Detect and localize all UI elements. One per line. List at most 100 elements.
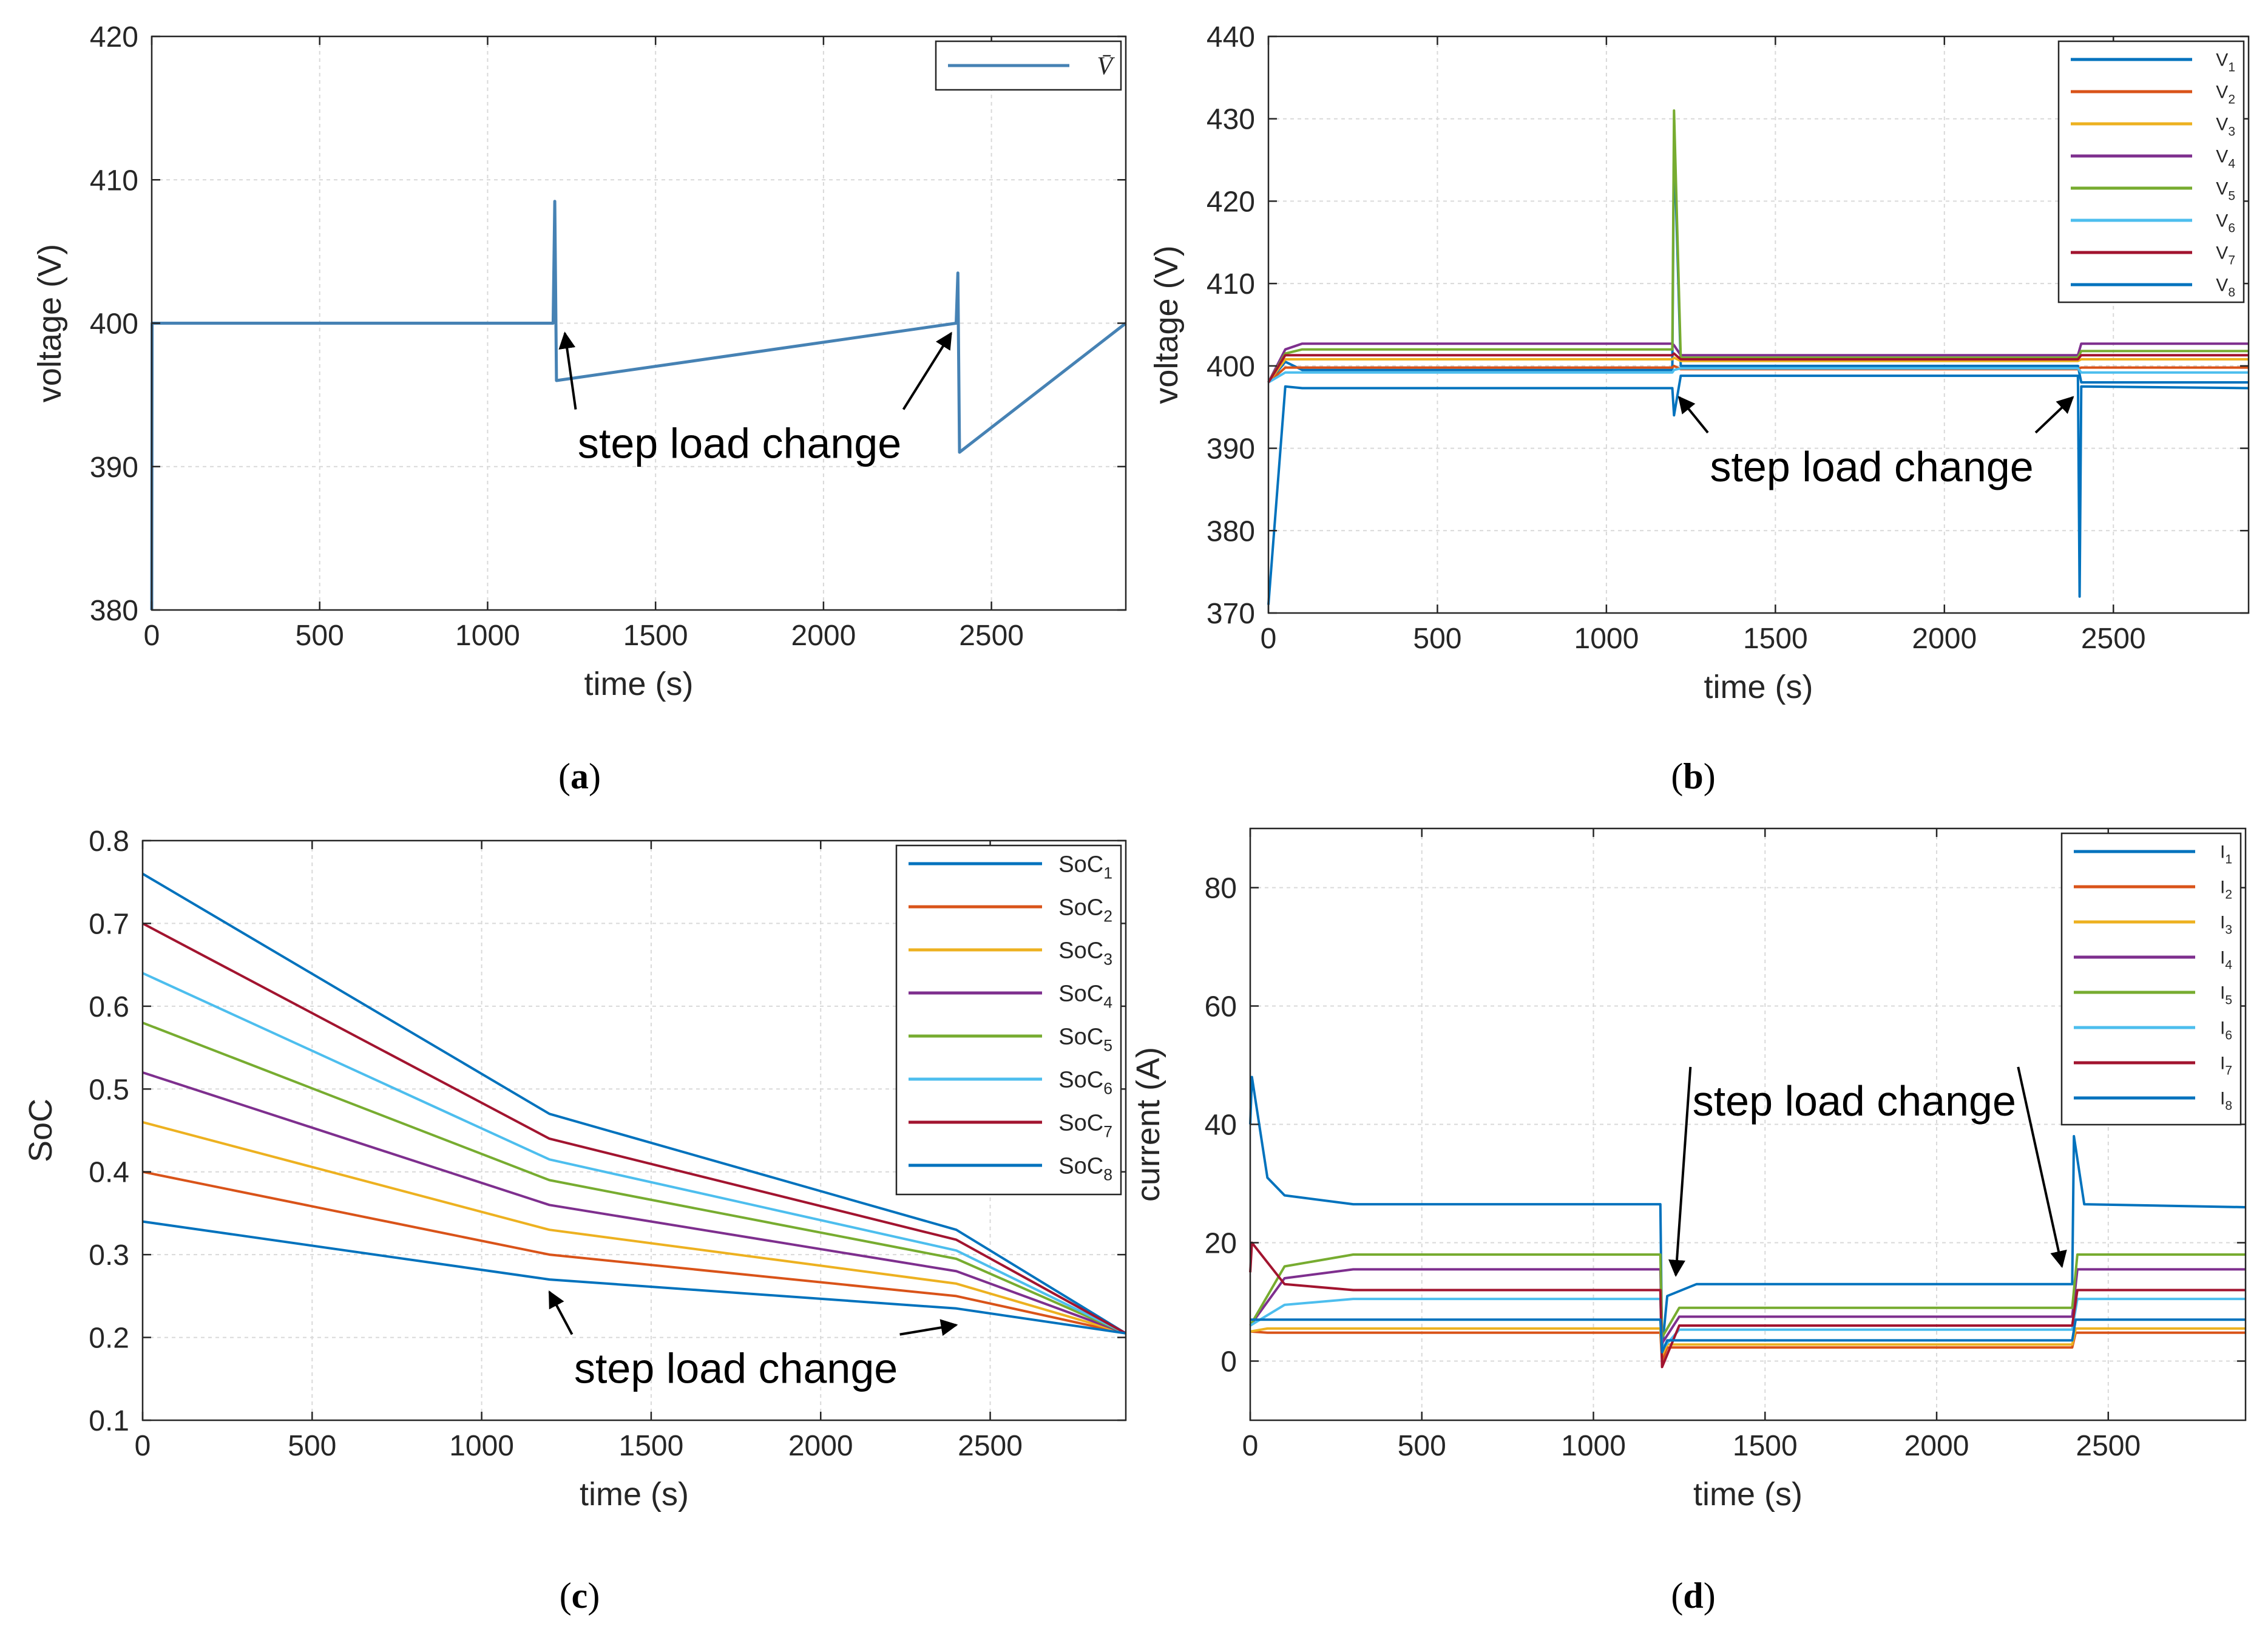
- annotation-arrow: [899, 1319, 958, 1336]
- y-tick-label: 0.4: [89, 1157, 129, 1189]
- axes-box: [141, 839, 1127, 1421]
- y-axis-label: SoC: [22, 1099, 59, 1162]
- x-tick-label: 0: [1242, 1430, 1259, 1462]
- legend: V1 V2 V3 V4 V5 V6 V7 V8: [2057, 40, 2245, 303]
- panel-a-chart: 0 500 1000 1500 2000 2500 380 390 400 410 420 time …: [32, 21, 1127, 702]
- legend-box: [2060, 832, 2242, 1126]
- x-tick-label: 500: [1413, 623, 1461, 655]
- annotation-arrow: [2034, 396, 2074, 434]
- y-tick-label: 0: [1220, 1346, 1237, 1378]
- y-tick-label: 410: [90, 164, 138, 197]
- annotation-arrow: [1677, 396, 1709, 434]
- annotation-text: step load change: [1693, 1077, 2016, 1125]
- legend-label: V1: [2216, 50, 2235, 75]
- y-tick-label: 420: [90, 21, 138, 53]
- legend-label: I8: [2220, 1089, 2232, 1113]
- legend-label: V2: [2216, 83, 2235, 107]
- legend-label: SoC3: [1058, 938, 1112, 968]
- x-tick-label: 2000: [1904, 1430, 1969, 1462]
- series-line-I3: [1250, 1327, 2246, 1357]
- x-axis-label: time (s): [1693, 1476, 1803, 1513]
- legend-label: I3: [2220, 913, 2232, 937]
- legend-label: SoC1: [1058, 852, 1112, 882]
- x-tick-label: 2000: [788, 1430, 853, 1462]
- legend-box: [2057, 40, 2245, 303]
- x-tick-label: 0: [1261, 623, 1277, 655]
- panel-d-chart: 0 500 1000 1500 2000 2500 0 20 40 60 80 time (s) cur…: [1130, 827, 2247, 1513]
- annotation-arrow: [548, 1290, 574, 1335]
- y-tick-label: 420: [1207, 186, 1255, 218]
- legend-label: V6: [2216, 211, 2235, 235]
- legend-box: [895, 844, 1122, 1196]
- legend-label: I7: [2220, 1054, 2232, 1078]
- y-tick-label: 390: [1207, 433, 1255, 466]
- legend: I1 I2 I3 I4 I5 I6 I7 I8: [2060, 832, 2242, 1126]
- y-tick-label: 0.5: [89, 1074, 129, 1106]
- y-tick-label: 40: [1205, 1109, 1237, 1142]
- x-tick-label: 1500: [1743, 623, 1808, 655]
- x-tick-label: 500: [288, 1430, 336, 1462]
- annotation-text: step load change: [1710, 443, 2033, 490]
- x-tick-label: 500: [1398, 1430, 1446, 1462]
- y-tick-label: 0.8: [89, 825, 129, 858]
- series-line-I8: [1250, 1318, 2246, 1353]
- y-tick-label: 380: [1207, 515, 1255, 547]
- y-tick-label: 80: [1205, 873, 1237, 905]
- panel-label-c: (c): [559, 1576, 600, 1616]
- series-line-SoC3: [142, 1120, 1126, 1335]
- y-axis-label: voltage (V): [32, 244, 68, 402]
- y-tick-label: 430: [1207, 104, 1255, 136]
- legend: V̄: [935, 40, 1122, 91]
- panel-label-a: (a): [558, 756, 601, 796]
- y-tick-label: 0.3: [89, 1239, 129, 1272]
- legend-label: SoC4: [1058, 981, 1112, 1011]
- annotation-arrow: [902, 331, 952, 410]
- annotation-arrow: [2017, 1066, 2067, 1269]
- legend: SoC1 SoC2 SoC3 SoC4 SoC5 SoC6 SoC7 SoC8: [895, 844, 1122, 1196]
- y-tick-label: 440: [1207, 21, 1255, 53]
- y-tick-label: 400: [1207, 351, 1255, 383]
- x-tick-label: 2000: [791, 620, 856, 652]
- legend-label: SoC2: [1058, 895, 1112, 925]
- legend-label: SoC6: [1058, 1067, 1112, 1097]
- series-line-V8: [1267, 374, 2249, 605]
- x-tick-label: 2500: [958, 1430, 1023, 1462]
- annotation-arrow: [558, 331, 577, 410]
- series-line-V4: [1267, 342, 2249, 383]
- x-tick-label: 1500: [619, 1430, 684, 1462]
- x-tick-label: 1500: [623, 620, 688, 652]
- panel-label-b: (b): [1671, 756, 1716, 796]
- y-tick-label: 410: [1207, 268, 1255, 300]
- x-tick-label: 0: [135, 1430, 151, 1462]
- legend-label: V7: [2216, 243, 2235, 268]
- legend-label: SoC8: [1058, 1153, 1112, 1184]
- y-tick-label: 0.1: [89, 1405, 129, 1437]
- y-tick-label: 390: [90, 452, 138, 484]
- series-line-SoC1: [141, 872, 1127, 1335]
- panel-b-chart: 0 500 1000 1500 2000 2500 370 380 390 400 410 420 43…: [1148, 21, 2250, 705]
- x-tick-label: 1000: [1574, 623, 1639, 655]
- legend-label: SoC7: [1058, 1110, 1112, 1140]
- series-line-V̄: [150, 200, 1127, 611]
- x-tick-label: 2500: [959, 620, 1024, 652]
- y-tick-label: 0.2: [89, 1323, 129, 1355]
- legend-label: I6: [2220, 1018, 2232, 1043]
- legend-label: I1: [2220, 842, 2232, 867]
- x-tick-label: 2500: [2081, 623, 2146, 655]
- x-tick-label: 1000: [1561, 1430, 1626, 1462]
- legend-label: V8: [2216, 276, 2235, 300]
- series-line-V7: [1267, 352, 2249, 384]
- series-line-SoC8: [142, 1220, 1126, 1335]
- series-line-V3: [1267, 356, 2249, 384]
- x-tick-label: 2500: [2076, 1430, 2141, 1462]
- legend-label: V3: [2216, 115, 2235, 139]
- series-line-SoC7: [142, 922, 1126, 1335]
- y-tick-label: 380: [90, 595, 138, 627]
- x-tick-label: 2000: [1912, 623, 1977, 655]
- series-line-SoC5: [142, 1021, 1126, 1335]
- series-line-V2: [1267, 364, 2249, 384]
- y-tick-label: 20: [1205, 1228, 1237, 1260]
- y-axis-label: current (A): [1130, 1047, 1166, 1202]
- x-tick-label: 1000: [455, 620, 520, 652]
- panel-label-d: (d): [1671, 1576, 1716, 1616]
